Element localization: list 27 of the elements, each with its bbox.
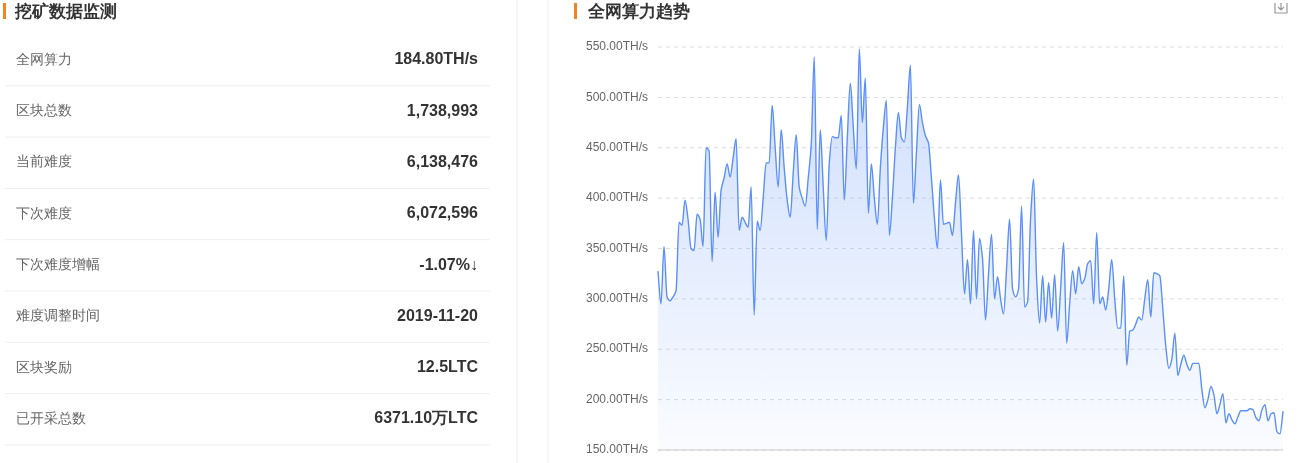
category-label: 区块奖励 [16,358,72,375]
category-label: 区块总数 [16,102,72,119]
y-tick-label: 350.00TH/s [585,240,648,255]
category-label: 当前难度 [16,153,72,170]
category-label: 下次难度 [16,204,72,221]
y-tick-label: 550.00TH/s [585,39,648,54]
text: 6,138,476 [406,152,478,170]
text: -1.07%↓ [419,255,478,273]
category-label: 已开采总数 [16,409,86,426]
text: 6371.10万LTC [374,409,478,427]
text: 6,072,596 [406,204,478,222]
y-tick-label: 300.00TH/s [585,291,648,306]
text: 2019-11-20 [397,306,478,324]
category-label: 难度调整时间 [15,307,100,324]
y-tick-label: 500.00TH/s [585,89,648,104]
y-tick-label: 400.00TH/s [585,190,648,205]
text: 184.80TH/s [394,50,478,68]
y-tick-label: 200.00TH/s [585,391,648,406]
text: 挖矿数据监测 [14,2,117,21]
category-label: 下次难度增幅 [16,256,100,273]
y-tick-label: 450.00TH/s [585,139,648,154]
text: 12.5LTC [416,358,478,376]
category-label: 全网算力 [16,50,72,67]
text: 1,738,993 [406,101,478,119]
chart-title: 全网算力趋势 [587,2,690,21]
y-tick-label: 250.00TH/s [585,341,648,356]
y-tick-label: 150.00TH/s [585,442,648,457]
